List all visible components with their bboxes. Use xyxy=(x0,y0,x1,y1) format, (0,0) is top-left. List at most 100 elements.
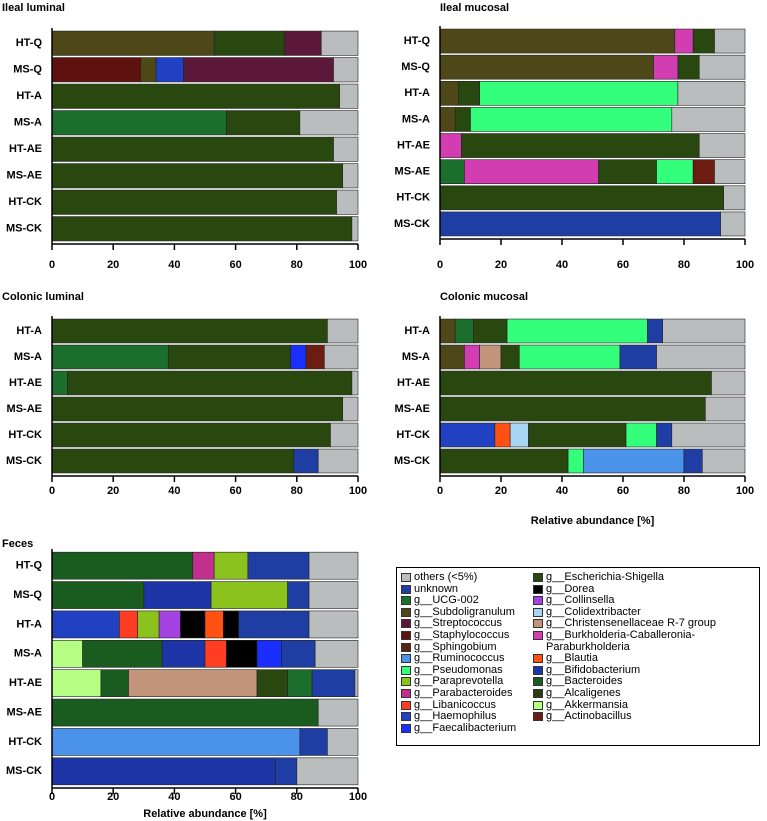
legend-label: g__Escherichia-Shigella xyxy=(546,571,665,583)
legend-label: g__Haemophilus xyxy=(414,710,497,723)
category-label: HT-AE xyxy=(397,139,430,151)
category-label: HT-AE xyxy=(9,677,42,689)
legend-label: g__Faecalibacterium xyxy=(414,721,517,734)
bar-segment xyxy=(330,422,359,448)
x-tick-label: 0 xyxy=(437,259,443,271)
bar-segment xyxy=(714,28,746,54)
x-tick-label: 80 xyxy=(678,485,690,497)
bar-segment xyxy=(619,344,657,370)
category-label: MS-AE xyxy=(395,403,430,415)
legend-label: g__Ruminococcus xyxy=(414,652,505,665)
bar-segment xyxy=(439,211,721,237)
bar-segment xyxy=(183,57,334,83)
bar-segment xyxy=(339,83,359,109)
legend-item: g__Bifidobacterium xyxy=(533,664,759,677)
legend-swatch xyxy=(401,723,411,733)
x-tick-label: 40 xyxy=(168,791,180,803)
bar-segment xyxy=(656,422,673,448)
legend-item: g__Paraprevotella xyxy=(401,676,533,688)
legend-swatch xyxy=(401,573,411,582)
legend-swatch xyxy=(401,688,411,698)
bar-segment xyxy=(247,551,310,580)
category-label: HT-AE xyxy=(9,143,42,155)
bar-segment xyxy=(238,610,310,639)
bar-segment xyxy=(454,318,474,344)
category-label: HT-AE xyxy=(397,377,430,389)
bar-segment xyxy=(223,610,239,639)
bar-segment xyxy=(583,448,685,474)
bar-segment xyxy=(293,448,319,474)
legend-item: g__Actinobacillus xyxy=(533,711,759,723)
bar-segment xyxy=(351,216,359,242)
bar-segment xyxy=(714,159,746,185)
bar-segment xyxy=(51,728,301,756)
category-label: MS-Q xyxy=(13,64,42,76)
legend-label: g__Streptococcus xyxy=(414,617,503,630)
category-label: HT-Q xyxy=(404,35,431,47)
bar-segment xyxy=(354,669,359,697)
bar-segment xyxy=(51,189,337,215)
legend-item: g__Christensenellaceae R-7 group xyxy=(533,618,759,630)
legend-label: g__Akkermansia xyxy=(546,698,628,711)
bar-segment xyxy=(439,107,456,132)
x-tick-label: 40 xyxy=(168,259,180,271)
category-label: HT-AE xyxy=(9,377,42,389)
category-label: HT-Q xyxy=(16,37,43,49)
bar-segment xyxy=(158,610,181,639)
x-tick-label: 0 xyxy=(437,485,443,497)
bar-segment xyxy=(674,28,694,54)
legend-swatch xyxy=(401,584,411,594)
legend-column: others (<5%) unknown g__UCG-002 g__Subdolig… xyxy=(401,571,533,745)
legend-label: g__Parabacteroides xyxy=(414,686,513,699)
bar-segment xyxy=(143,581,212,609)
bar-segment xyxy=(656,344,746,370)
category-label: HT-A xyxy=(16,90,42,102)
chart-title: Colonic mucosal xyxy=(440,291,528,303)
legend-swatch xyxy=(533,619,543,629)
bar-segment xyxy=(155,57,184,83)
bar-segment xyxy=(720,211,746,237)
bar-segment xyxy=(662,318,746,344)
bar-segment xyxy=(677,54,700,80)
bar-segment xyxy=(327,318,359,344)
bar-segment xyxy=(281,639,316,668)
category-label: MS-AE xyxy=(7,170,42,182)
chart-title: Colonic luminal xyxy=(2,291,84,303)
bar-segment xyxy=(683,448,703,474)
bar-segment xyxy=(51,318,328,344)
legend-swatch xyxy=(401,619,411,629)
x-tick-label: 100 xyxy=(349,485,367,497)
legend-label: g__Dorea xyxy=(546,582,595,595)
legend-label: unknown xyxy=(414,582,459,595)
bar-segment xyxy=(317,448,359,474)
bar-segment xyxy=(464,159,599,185)
x-tick-label: 0 xyxy=(49,791,55,803)
legend-item: g__Haemophilus xyxy=(401,711,533,723)
bar-segment xyxy=(308,610,359,639)
x-tick-label: 0 xyxy=(49,259,55,271)
legend-item: g__Escherichia-Shigella xyxy=(533,571,759,584)
category-label: MS-AE xyxy=(7,706,42,718)
category-label: MS-A xyxy=(14,117,42,129)
legend-swatch xyxy=(401,654,411,664)
bar-segment xyxy=(723,185,746,211)
legend-swatch xyxy=(401,596,411,606)
legend-item: g__Bacteroides xyxy=(533,676,759,688)
bar-segment xyxy=(204,639,227,668)
bar-segment xyxy=(51,83,340,109)
bar-segment xyxy=(351,370,359,396)
bar-segment xyxy=(439,80,459,106)
category-label: HT-CK xyxy=(396,429,430,441)
category-label: HT-CK xyxy=(396,192,430,204)
category-label: MS-A xyxy=(14,351,42,363)
bar-segment xyxy=(299,728,328,756)
legend-label: g__Sphingobium xyxy=(414,640,497,653)
bar-segment xyxy=(439,159,465,185)
legend-label: g__UCG-002 xyxy=(414,594,479,607)
bar-segment xyxy=(51,396,344,422)
bar-segment xyxy=(439,318,456,344)
legend-label: g__Blautia xyxy=(546,652,598,665)
legend-item: g__Akkermansia xyxy=(533,698,759,712)
category-label: MS-CK xyxy=(6,455,42,467)
bar-segment xyxy=(51,344,169,370)
